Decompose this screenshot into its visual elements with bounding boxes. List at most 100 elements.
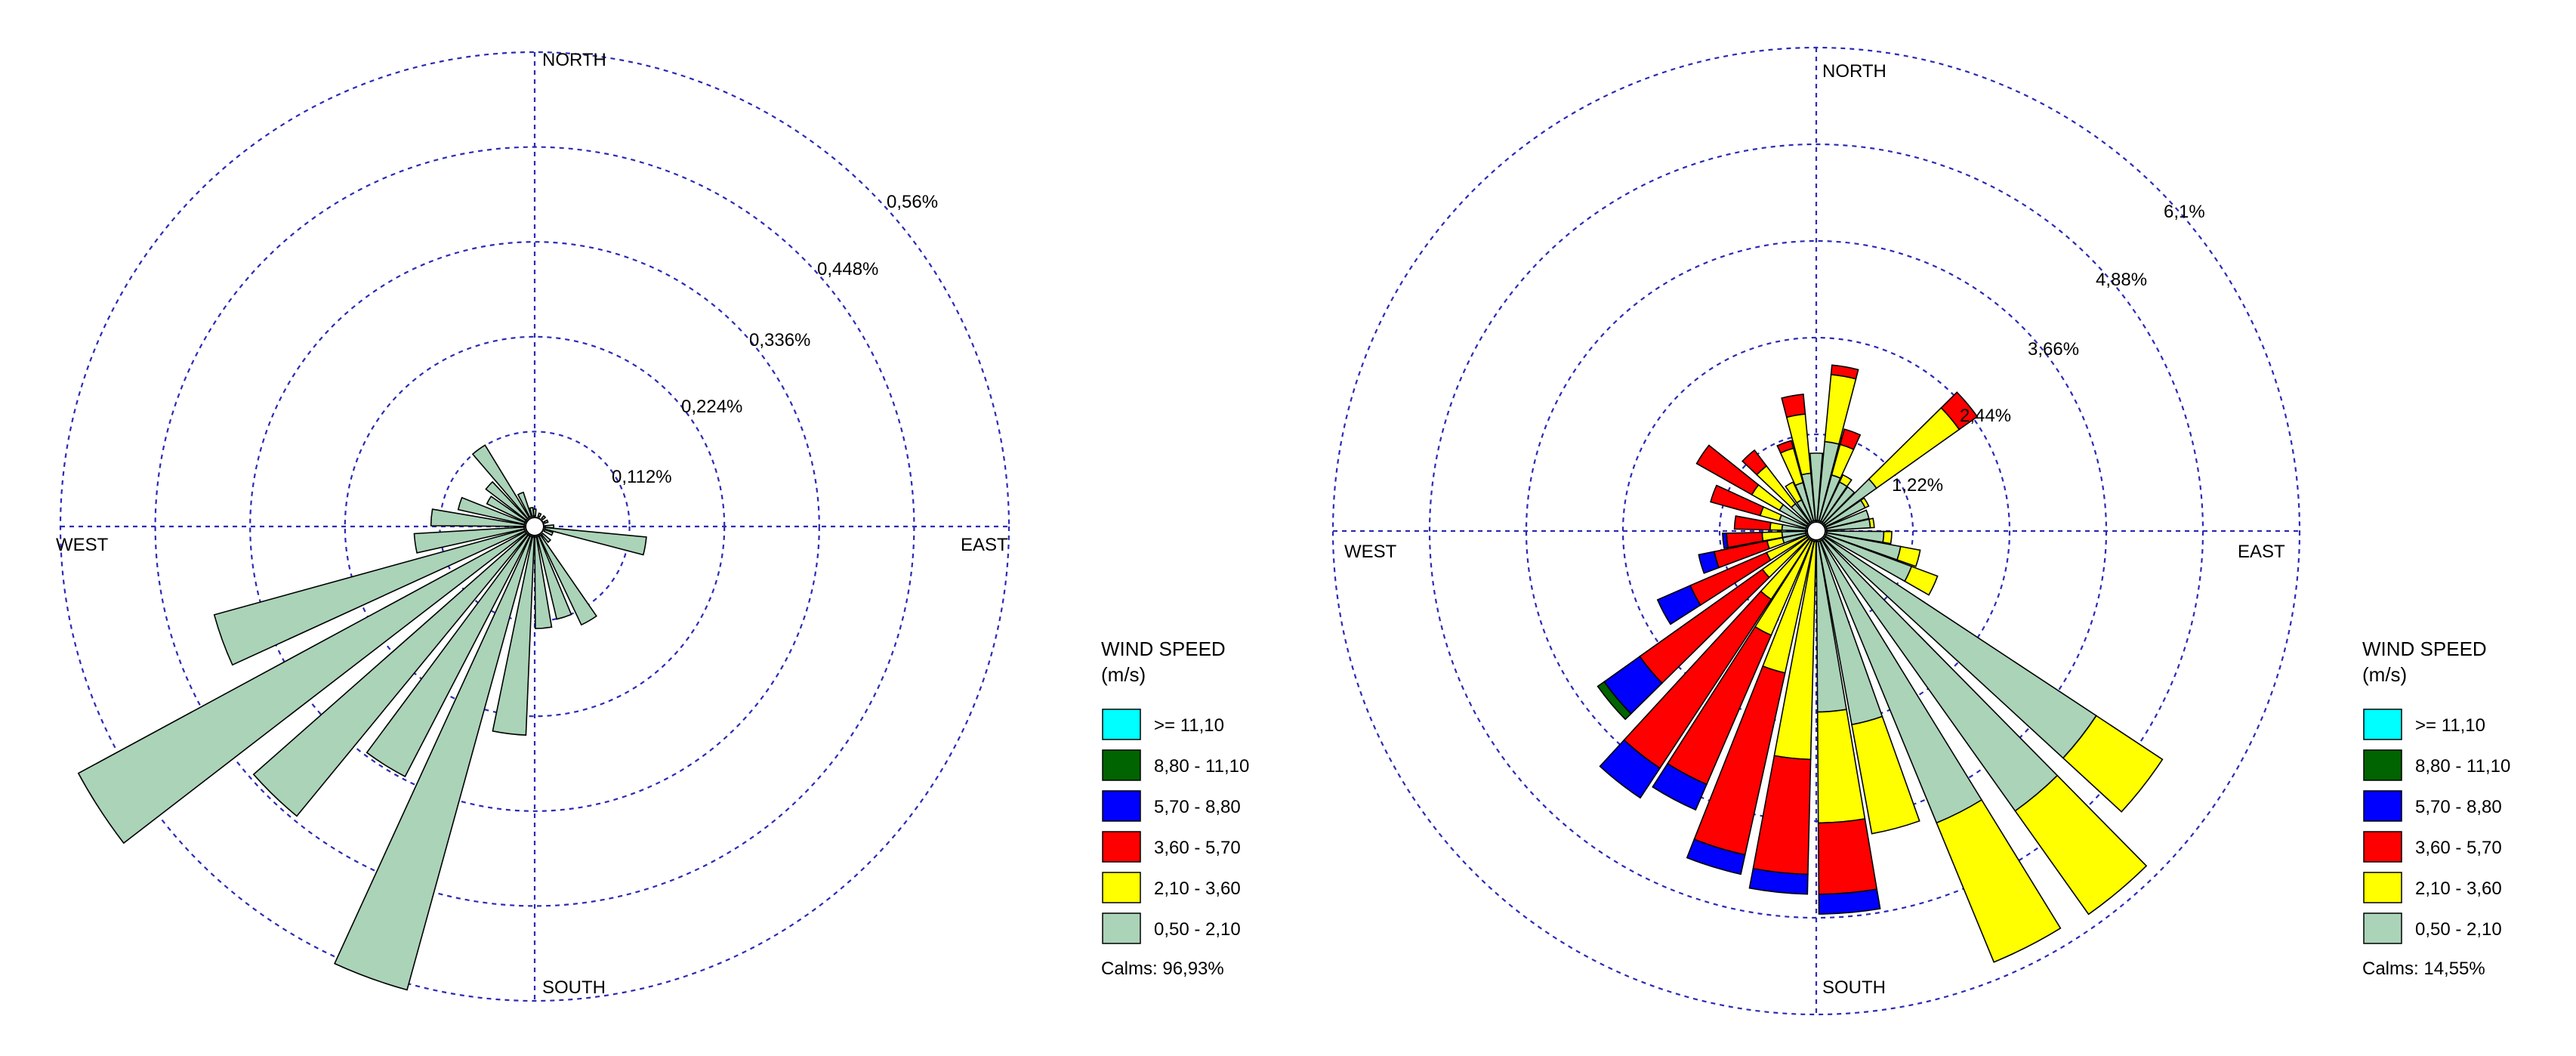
rose-sectors — [1597, 364, 2164, 963]
west-label: WEST — [1344, 542, 1397, 562]
rose-sector-segment — [1741, 449, 1768, 476]
rose-sector-segment — [1882, 530, 1893, 545]
rose-sector-segment — [1748, 867, 1809, 895]
rose-sector-segment — [2014, 774, 2148, 916]
rose-sector-segment — [1599, 739, 1661, 799]
rose-sector-segment — [2062, 715, 2164, 813]
rose-sector-segment — [492, 536, 535, 736]
rose-sector-segment — [1710, 484, 1765, 517]
legend-swatch — [1102, 790, 1141, 822]
rose-sector-segment — [457, 496, 526, 525]
rose-sector-segment — [1936, 798, 2062, 963]
rose-sector-segment — [1733, 515, 1772, 531]
rose-sector-segment — [1839, 428, 1862, 450]
rose-sector-segment — [1785, 481, 1803, 504]
rose-sector-segment — [1776, 440, 1794, 454]
ring-label: 0,448% — [817, 259, 878, 279]
rose-sector-segment — [540, 532, 552, 544]
legend-swatch — [2363, 831, 2402, 863]
rose-sector-segment — [1818, 888, 1881, 915]
grid-ring — [439, 431, 631, 622]
legend-title: WIND SPEED — [2362, 638, 2487, 660]
rose-sector-segment — [485, 480, 529, 521]
rose-sector-segment — [1817, 818, 1878, 895]
legend-label: 5,70 - 8,80 — [1154, 797, 1241, 817]
north-label: NORTH — [542, 50, 606, 70]
rose-sector-segment — [543, 519, 549, 524]
rose-sector-segment — [1781, 394, 1806, 418]
south-label: SOUTH — [1822, 977, 1886, 998]
legend-label: 3,60 - 5,70 — [1154, 838, 1241, 858]
legend-swatch — [1102, 872, 1141, 903]
rose-sector-segment — [334, 535, 533, 991]
ring-label: 0,336% — [749, 330, 810, 350]
west-label: WEST — [56, 535, 109, 555]
ring-label: 4,88% — [2096, 270, 2147, 290]
rose-sector-segment — [471, 444, 530, 520]
rose-center — [1806, 521, 1826, 541]
rose-sector-segment — [537, 512, 542, 518]
legend-swatch — [1102, 749, 1141, 781]
legend-right: WIND SPEED (m/s) >= 11,10 8,80 - 11,10 5… — [2362, 638, 2510, 979]
ring-label: 3,66% — [2028, 339, 2079, 360]
legend-label: 8,80 - 11,10 — [2415, 756, 2510, 777]
south-label: SOUTH — [542, 977, 606, 998]
rose-sector-segment — [1821, 486, 1856, 525]
rose-sector-segment — [543, 529, 554, 536]
windrose-right: NORTH SOUTH EAST WEST 1,22% 2,44% 3,66% … — [1331, 46, 2301, 1016]
legend-swatch — [1102, 831, 1141, 863]
rose-sector-segment — [1859, 497, 1870, 509]
rose-sector-segment — [1656, 585, 1701, 625]
rose-sector-segment — [1652, 762, 1708, 811]
rose-sector-segment — [538, 534, 597, 626]
rose-sector-segment — [1695, 444, 1760, 496]
legend-swatch — [2363, 709, 2402, 740]
rose-sector-segment — [1940, 391, 1979, 431]
legend-left: WIND SPEED (m/s) >= 11,10 8,80 - 11,10 5… — [1101, 638, 1249, 979]
legend-label: 2,10 - 3,60 — [1154, 878, 1241, 899]
rose-sector-segment — [1825, 509, 1870, 530]
legend-label: 5,70 - 8,80 — [2415, 797, 2502, 817]
legend-label: 3,60 - 5,70 — [2415, 838, 2502, 858]
rose-sector-segment — [536, 535, 572, 620]
windrose-left: NORTH SOUTH EAST WEST 0,112% 0,224% 0,33… — [56, 50, 1010, 1002]
ring-label: 0,56% — [887, 192, 938, 212]
rose-sector-segment — [430, 508, 526, 527]
ring-label: 6,1% — [2164, 202, 2205, 222]
legend-title: WIND SPEED — [1101, 638, 1226, 660]
legend-swatch — [2363, 912, 2402, 944]
rose-sector-segment — [1769, 521, 1784, 531]
legend-swatch — [2363, 749, 2402, 781]
rose-sector-segment — [486, 496, 527, 523]
north-label: NORTH — [1822, 61, 1886, 82]
rose-sector-segment — [1904, 565, 1939, 596]
legend-label: 2,10 - 3,60 — [2415, 878, 2502, 899]
legend-swatch — [1102, 709, 1141, 740]
rose-sector-segment — [1851, 715, 1920, 835]
rose-center — [525, 517, 545, 536]
rose-sector-segment — [1838, 474, 1853, 488]
ring-label: 1,22% — [1892, 475, 1943, 496]
rose-sector-segment — [77, 530, 528, 844]
rose-sector-segment — [1809, 452, 1824, 521]
rose-sector-segment — [517, 491, 532, 518]
rose-sector-segment — [1722, 533, 1729, 549]
legend-label: >= 11,10 — [2415, 715, 2485, 736]
rose-sector-segment — [1597, 681, 1632, 721]
rose-sector-segment — [534, 536, 553, 629]
legend-units: (m/s) — [1101, 663, 1146, 686]
rose-sector-segment — [540, 514, 547, 521]
legend-swatch — [1102, 912, 1141, 944]
east-label: EAST — [2238, 542, 2285, 562]
rose-sector-segment — [1698, 551, 1720, 574]
rose-sector-segment — [529, 507, 535, 517]
rose-sector-segment — [252, 533, 529, 817]
legend-label: 0,50 - 2,10 — [1154, 919, 1241, 940]
rose-sector-segment — [413, 526, 526, 554]
grid-ring — [249, 241, 820, 812]
ring-label: 0,112% — [612, 467, 672, 487]
legend-units: (m/s) — [2362, 663, 2407, 686]
rose-sector-segment — [366, 534, 531, 778]
